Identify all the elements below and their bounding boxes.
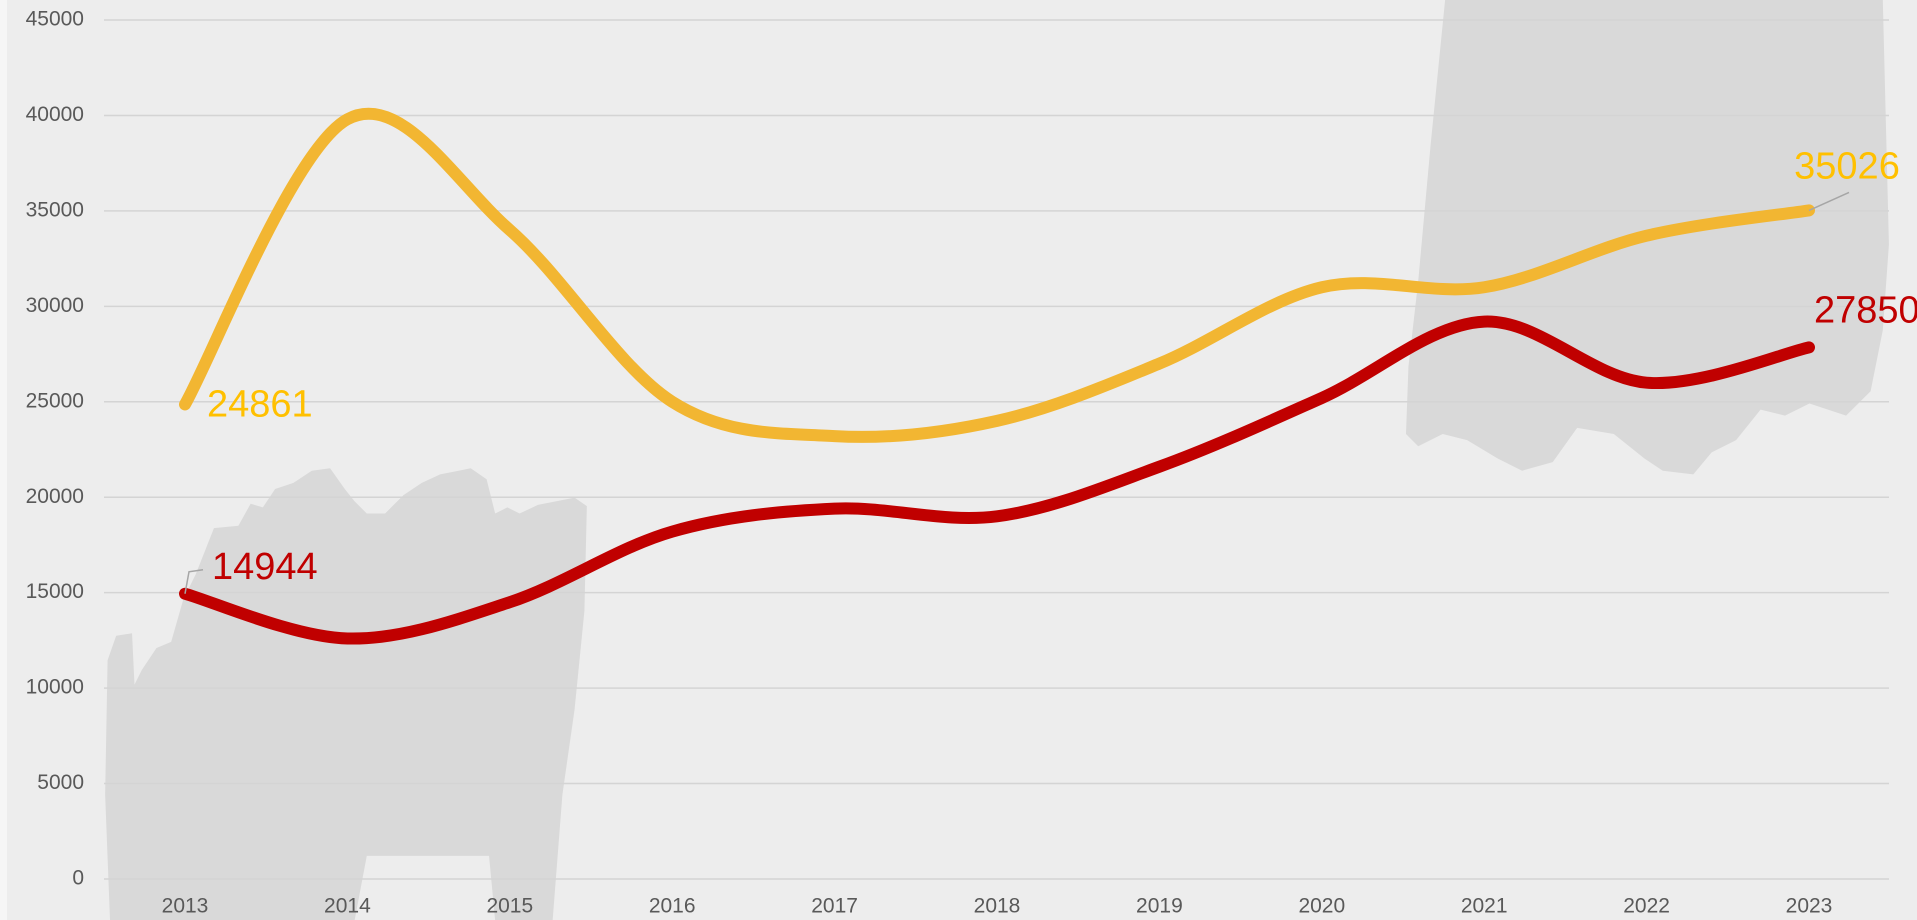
data-label: 27850 <box>1814 289 1917 331</box>
y-tick-label: 5000 <box>37 771 84 794</box>
x-tick-label: 2021 <box>1461 895 1508 918</box>
y-tick-label: 15000 <box>26 580 84 603</box>
x-tick-label: 2020 <box>1298 895 1345 918</box>
leader-line <box>1808 191 1850 212</box>
x-tick-label: 2013 <box>162 895 209 918</box>
y-tick-label: 45000 <box>26 8 84 31</box>
x-tick-label: 2016 <box>649 895 696 918</box>
data-label: 24861 <box>207 383 313 425</box>
y-tick-label: 35000 <box>26 198 84 221</box>
data-label: 35026 <box>1794 145 1900 187</box>
line-series <box>179 315 1815 645</box>
x-tick-label: 2018 <box>974 895 1021 918</box>
y-tick-label: 25000 <box>26 389 84 412</box>
y-tick-label: 40000 <box>26 103 84 126</box>
x-tick-label: 2017 <box>811 895 858 918</box>
line-series <box>179 107 1815 443</box>
x-tick-label: 2019 <box>1136 895 1183 918</box>
leader-line <box>184 568 204 594</box>
x-tick-label: 2023 <box>1786 895 1833 918</box>
x-tick-label: 2015 <box>486 895 533 918</box>
y-tick-label: 30000 <box>26 294 84 317</box>
y-tick-label: 10000 <box>26 676 84 699</box>
edge <box>0 0 7 920</box>
x-tick-label: 2022 <box>1623 895 1670 918</box>
x-tick-label: 2014 <box>324 895 371 918</box>
y-tick-label: 0 <box>72 867 84 890</box>
data-label: 14944 <box>212 546 318 588</box>
y-tick-label: 20000 <box>26 485 84 508</box>
